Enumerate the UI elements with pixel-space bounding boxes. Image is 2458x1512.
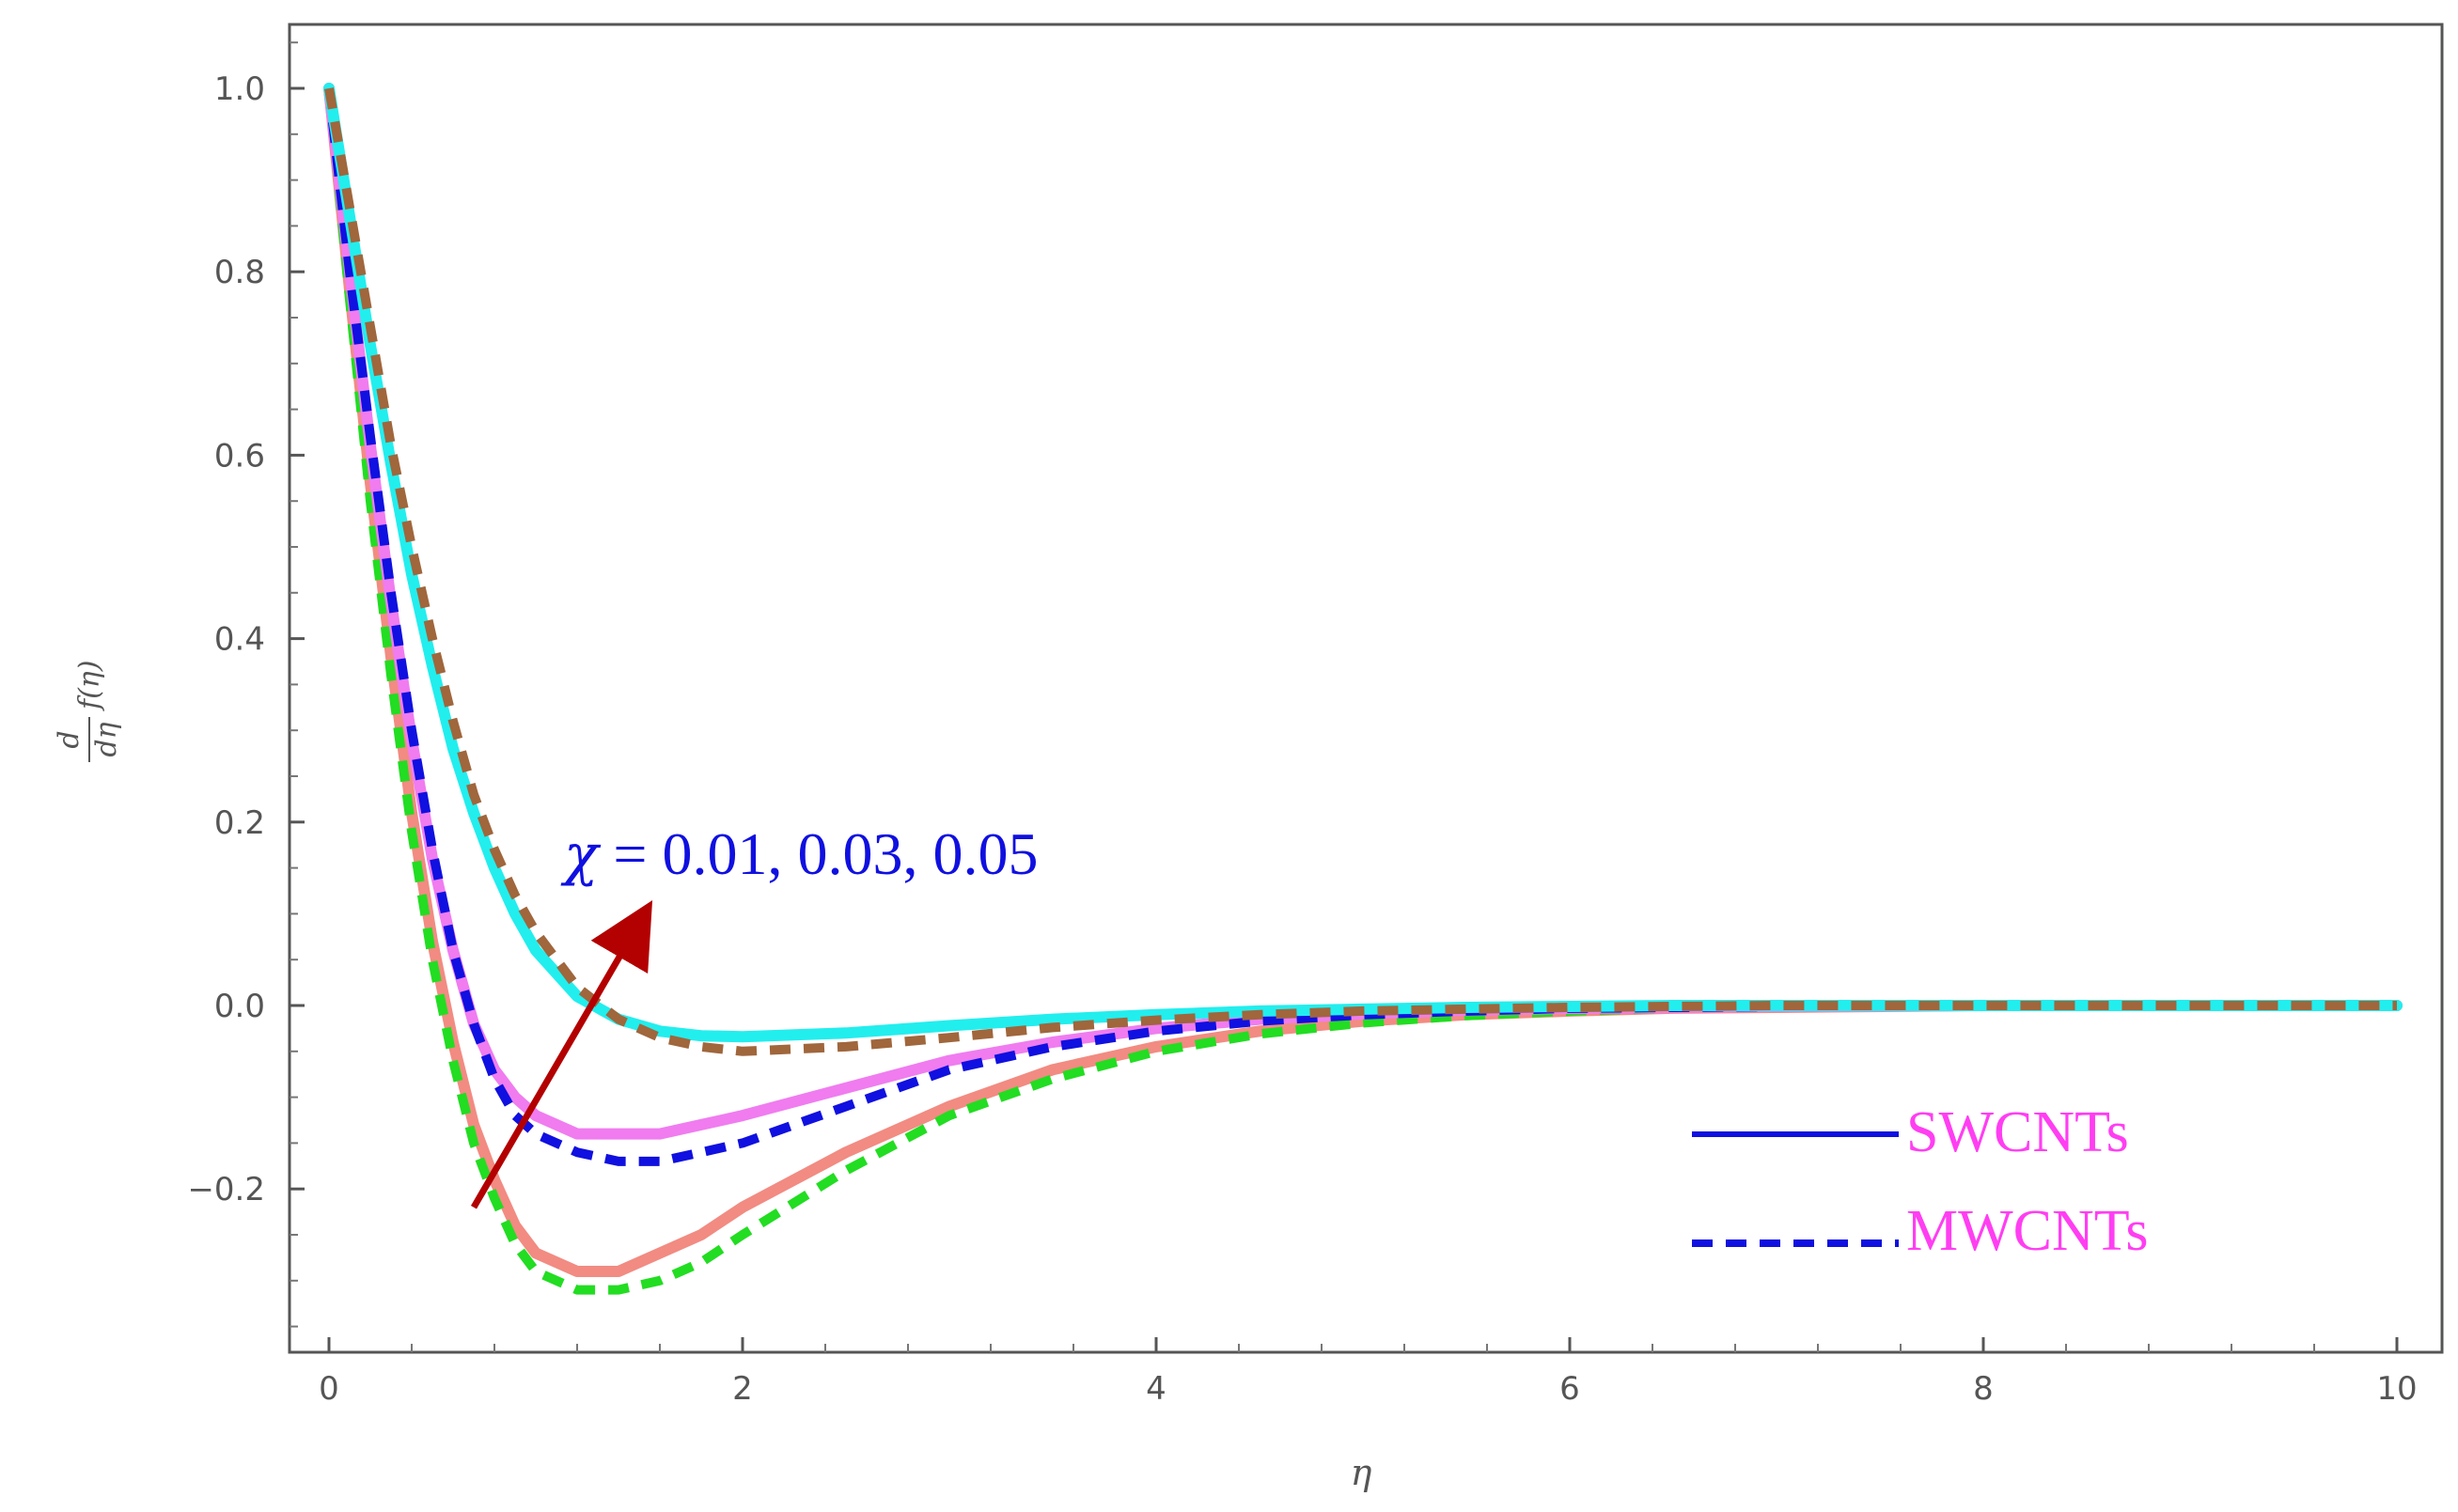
plot-frame xyxy=(288,23,2444,1354)
y-tick-label: 0.4 xyxy=(214,621,265,659)
annotation-arrow xyxy=(470,899,653,1209)
y-tick-label: 0.6 xyxy=(214,437,265,475)
y-tick-label: 1.0 xyxy=(214,70,265,108)
y-tick-label: 0.8 xyxy=(214,254,265,291)
series-line-6 xyxy=(324,87,2397,1056)
series-layer xyxy=(323,83,2403,1295)
y-tick-label: −0.2 xyxy=(187,1171,265,1208)
series-line-1 xyxy=(323,83,2403,1277)
y-tick-label: 0.2 xyxy=(214,804,265,842)
y-axis-title: d dη f(η) xyxy=(53,661,123,762)
series-line-5 xyxy=(323,83,2403,1043)
legend: SWCNTs MWCNTs xyxy=(1692,1100,2148,1263)
y-axis-ticks: −0.2 0.0 0.2 0.4 0.6 0.8 1.0 xyxy=(187,41,305,1328)
x-axis-title: η xyxy=(1351,1452,1372,1493)
x-tick-label: 8 xyxy=(1973,1370,1994,1408)
annotation-chi: χ xyxy=(560,822,602,888)
y-axis-title-denominator: dη xyxy=(90,722,123,756)
x-tick-label: 6 xyxy=(1559,1370,1580,1408)
y-axis-title-function: f(η) xyxy=(73,661,106,712)
annotation-values: = 0.01, 0.03, 0.05 xyxy=(598,820,1038,887)
x-tick-label: 2 xyxy=(732,1370,753,1408)
annotation-text: χ = 0.01, 0.03, 0.05 xyxy=(560,820,1038,888)
x-tick-label: 10 xyxy=(2376,1370,2417,1408)
x-tick-label: 4 xyxy=(1146,1370,1166,1408)
y-tick-label: 0.0 xyxy=(214,988,265,1025)
y-axis-title-numerator: d xyxy=(53,730,86,748)
legend-label-swcnts: SWCNTs xyxy=(1906,1100,2129,1164)
legend-label-mwcnts: MWCNTs xyxy=(1906,1199,2148,1263)
x-tick-label: 0 xyxy=(319,1370,339,1408)
series-line-3 xyxy=(323,83,2403,1140)
x-axis-ticks: 0 2 4 6 8 10 xyxy=(319,1337,2418,1408)
